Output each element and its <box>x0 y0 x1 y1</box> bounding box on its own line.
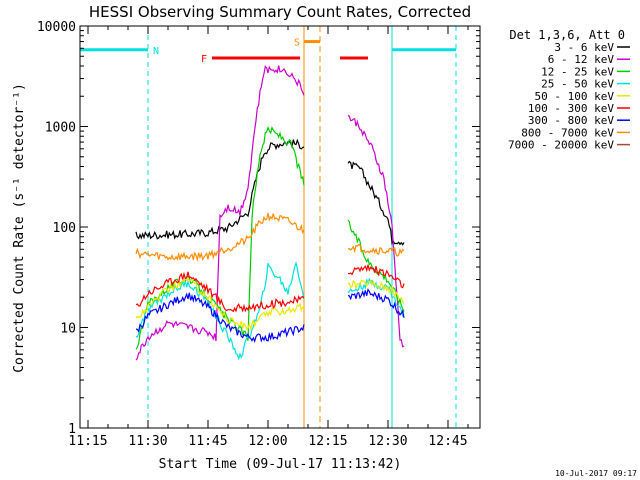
series-line-1 <box>135 65 305 361</box>
series-line-7 <box>347 244 405 258</box>
flare-label: F <box>201 54 207 65</box>
y-tick-label: 10000 <box>37 20 76 35</box>
series-layer <box>135 65 405 361</box>
series-line-5 <box>135 271 305 313</box>
series-line-6 <box>135 292 305 344</box>
legend-label: 100 - 300 keV <box>528 102 614 115</box>
saa-label: S <box>294 38 300 49</box>
footer-timestamp: 10-Jul-2017 09:17 <box>555 469 637 478</box>
plot-frame <box>79 25 481 429</box>
event-lines <box>147 26 457 428</box>
x-tick-label: 11:15 <box>68 434 107 449</box>
x-tick-label: 11:45 <box>188 434 227 449</box>
series-line-0 <box>347 160 405 246</box>
x-tick-label: 12:45 <box>428 434 467 449</box>
legend-label: 3 - 6 keV <box>554 41 614 54</box>
series-line-2 <box>135 125 305 350</box>
series-line-7 <box>135 212 305 262</box>
chart-title: HESSI Observing Summary Count Rates, Cor… <box>89 3 471 21</box>
series-line-6 <box>347 288 405 318</box>
y-tick-label: 10 <box>60 322 76 337</box>
legend-label: 6 - 12 keV <box>548 53 615 66</box>
y-tick-label: 1000 <box>45 121 76 136</box>
x-tick-label: 12:00 <box>248 434 287 449</box>
legend-label: 300 - 800 keV <box>528 114 614 127</box>
x-tick-label: 12:30 <box>368 434 407 449</box>
legend-header: Det 1,3,6, Att 0 <box>509 28 625 42</box>
series-line-4 <box>135 276 305 331</box>
y-tick-label: 1 <box>68 422 76 437</box>
night-label: N <box>153 46 159 57</box>
series-line-1 <box>347 114 405 348</box>
y-axis-label: Corrected Count Rate (s⁻¹ detector⁻¹) <box>12 83 27 373</box>
y-tick-label: 100 <box>53 221 76 236</box>
legend-label: 12 - 25 keV <box>541 65 614 78</box>
annotation-layer: N F S <box>80 38 456 65</box>
legend-label: 7000 - 20000 keV <box>508 139 614 152</box>
series-line-5 <box>347 264 405 289</box>
x-tick-label: 12:15 <box>308 434 347 449</box>
legend-label: 25 - 50 keV <box>541 78 614 91</box>
x-axis-label: Start Time (09-Jul-17 11:13:42) <box>159 457 402 472</box>
legend-label: 800 - 7000 keV <box>521 126 614 139</box>
series-line-2 <box>347 219 405 312</box>
legend-label: 50 - 100 keV <box>535 90 615 103</box>
x-tick-label: 11:30 <box>128 434 167 449</box>
series-line-4 <box>347 279 405 304</box>
series-line-3 <box>135 261 305 361</box>
axes: 11:15 11:30 11:45 12:00 12:15 12:30 12:45 1 10 10… <box>37 20 481 449</box>
